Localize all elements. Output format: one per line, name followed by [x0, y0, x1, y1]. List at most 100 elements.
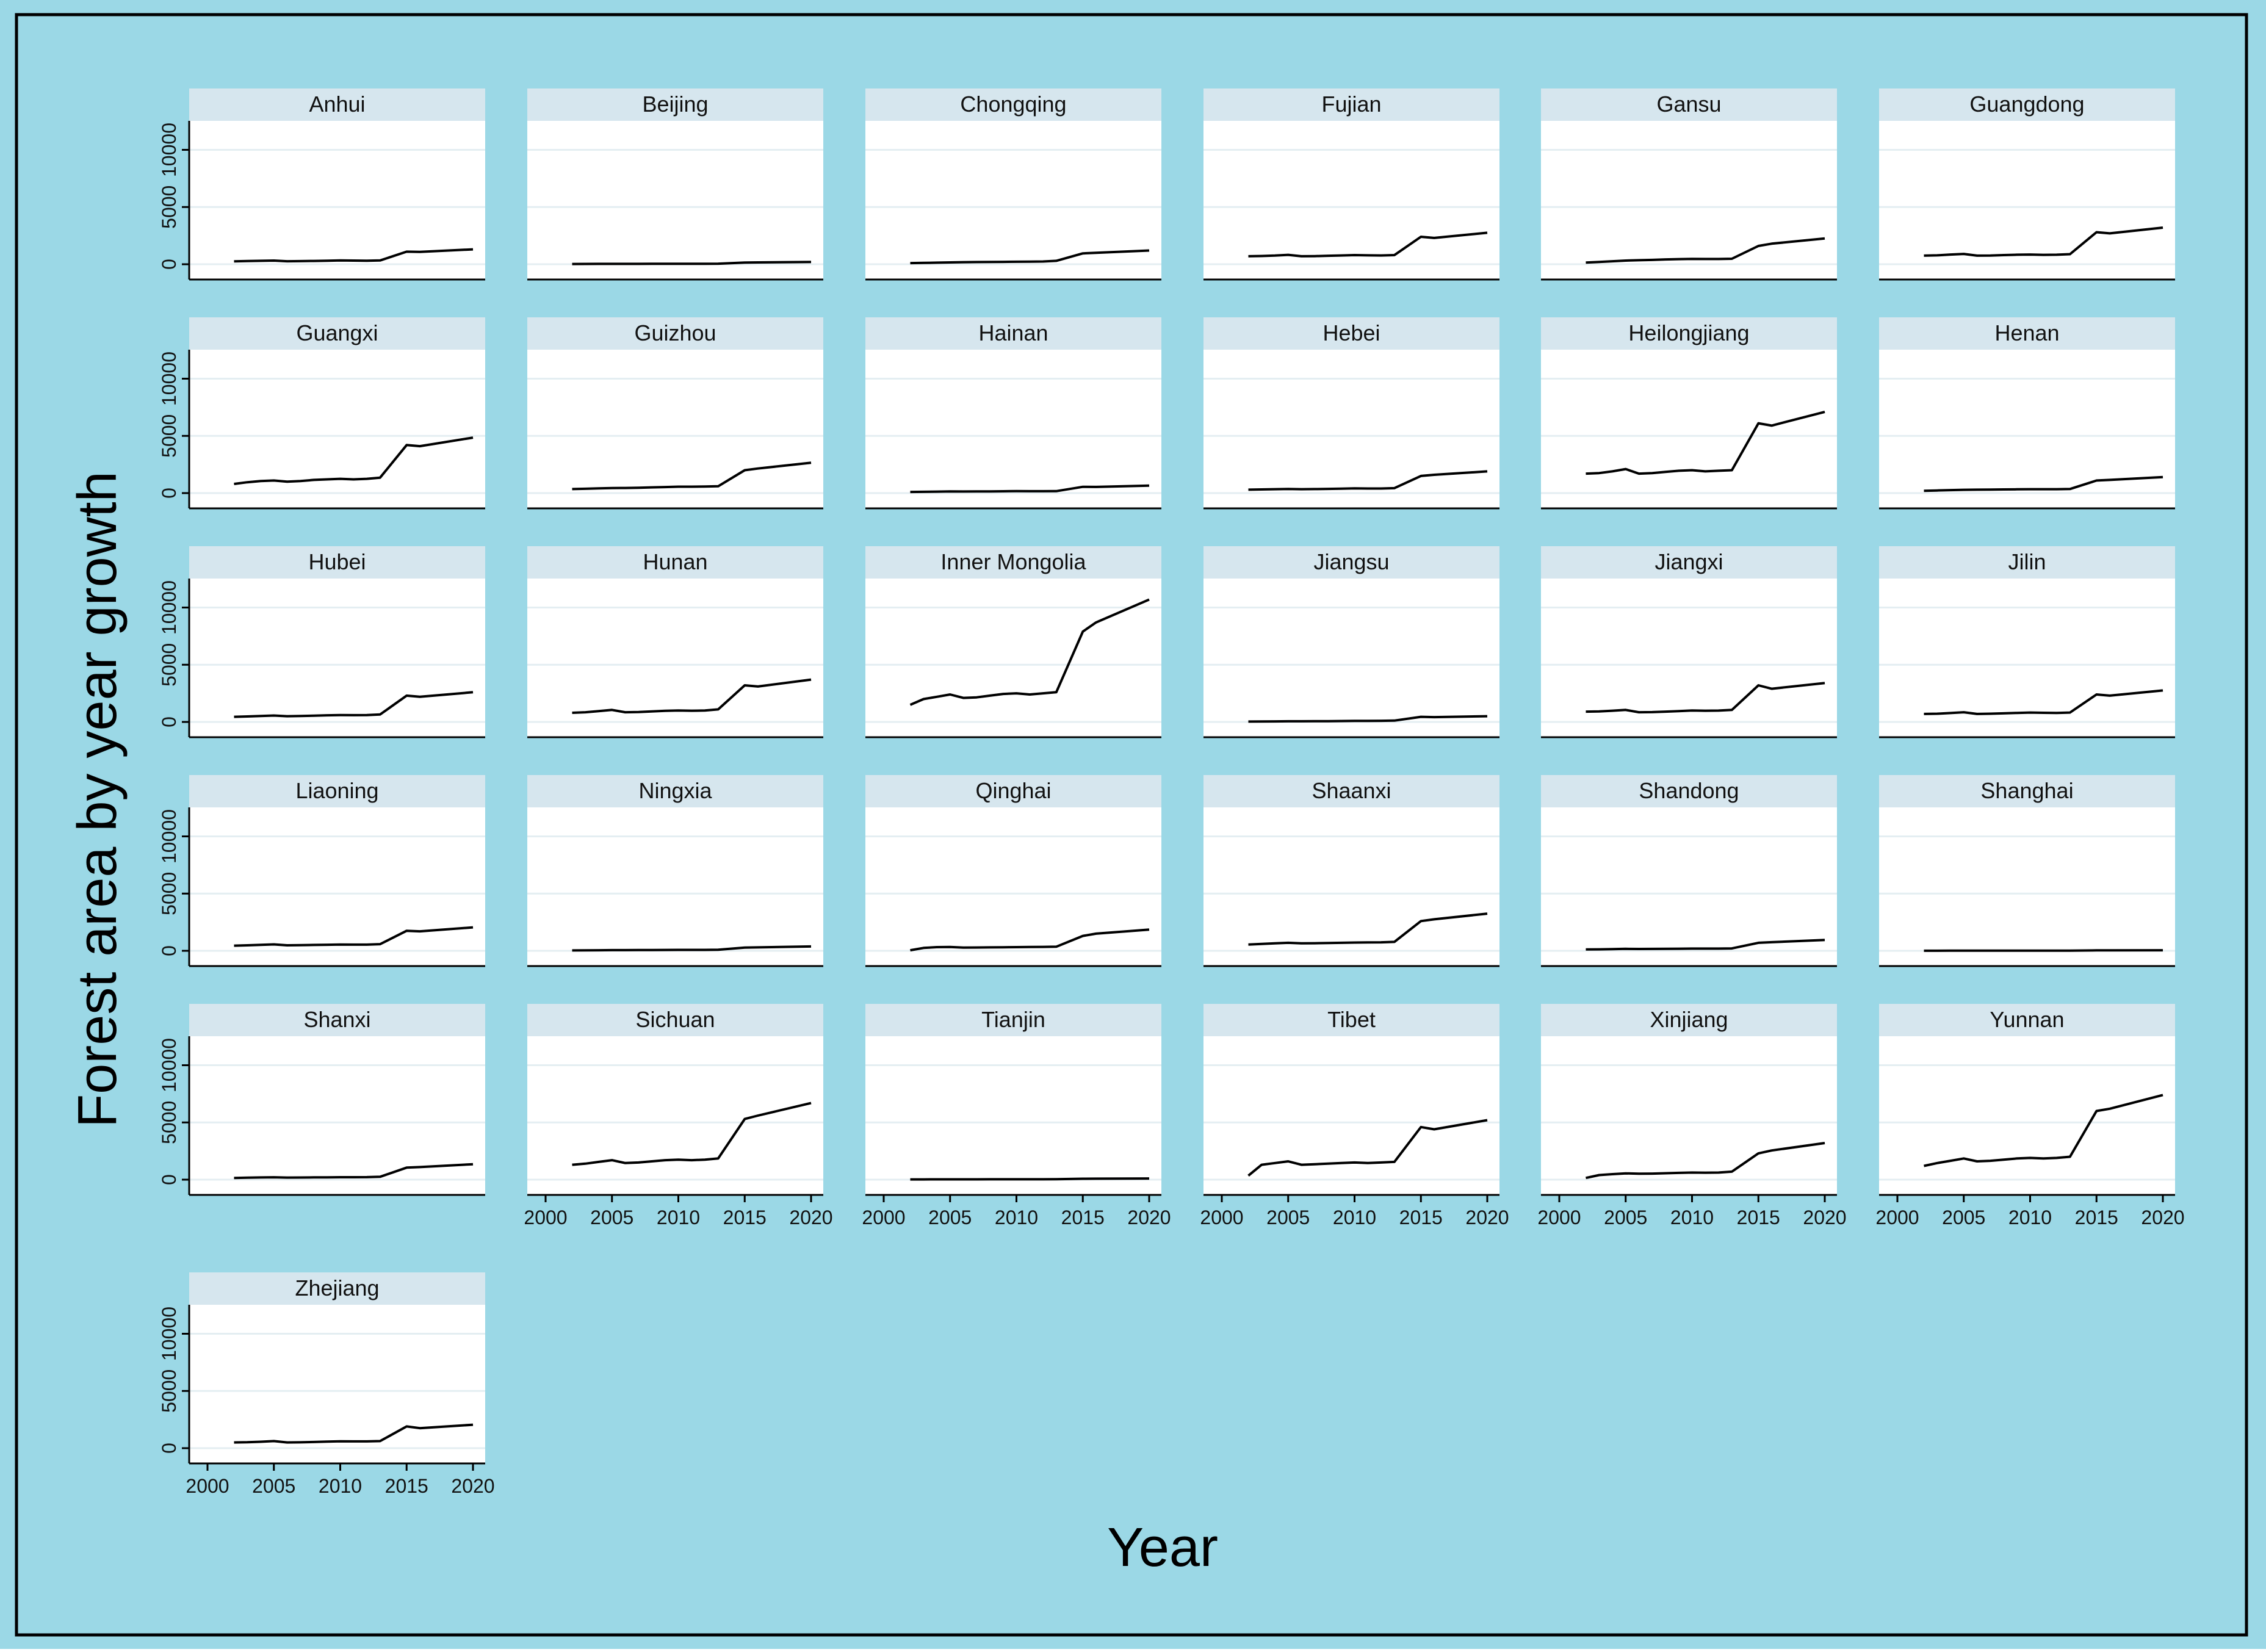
- panel-title: Tibet: [1327, 1007, 1376, 1032]
- x-tick-label: 2015: [1399, 1207, 1443, 1228]
- series-line: [1586, 939, 1825, 951]
- y-tick-label: 0: [158, 259, 180, 270]
- panel-plot-area: [1541, 579, 1837, 737]
- panel-heilongjiang: Heilongjiang: [1541, 317, 1837, 510]
- series-line: [572, 261, 812, 265]
- panel-guangxi: Guangxi 0 5000 10000: [158, 317, 485, 510]
- series-line: [1924, 226, 2163, 257]
- y-tick-label: 5000: [158, 186, 180, 229]
- panel-strip: [865, 546, 1161, 579]
- series-line: [1248, 231, 1488, 258]
- series-line: [1924, 475, 2163, 492]
- series-line: [1924, 1094, 2163, 1167]
- panel-strip: [527, 546, 823, 579]
- x-axis-label: Year: [1107, 1517, 1218, 1578]
- panel-title: Guangxi: [296, 320, 378, 345]
- y-tick-label: 5000: [158, 414, 180, 458]
- panel-title: Jilin: [2008, 549, 2046, 574]
- panel-title: Jiangsu: [1313, 549, 1389, 574]
- series-line: [572, 461, 812, 491]
- panel-title: Shaanxi: [1312, 778, 1391, 803]
- panel-yunnan: Yunnan 2000 2005 2010 2015 2020: [1875, 1004, 2185, 1228]
- panel-zhejiang: Zhejiang 0 5000 10000 2000 2005 2010 2015 2020: [158, 1272, 495, 1497]
- x-tick-label: 2010: [319, 1475, 362, 1497]
- x-tick-label: 2005: [928, 1207, 972, 1228]
- x-tick-label: 2005: [252, 1475, 295, 1497]
- panel-strip: [1541, 546, 1837, 579]
- panel-plot-area: [1541, 121, 1837, 280]
- panel-strip: [527, 1004, 823, 1036]
- series-line: [234, 248, 474, 263]
- panel-title: Ningxia: [638, 778, 712, 803]
- y-tick-label: 10000: [158, 1307, 180, 1361]
- panel-hunan: Hunan: [527, 546, 823, 738]
- series-line: [910, 928, 1150, 952]
- panel-strip: [1203, 546, 1499, 579]
- panel-henan: Henan: [1879, 317, 2175, 510]
- x-tick-label: 2015: [1737, 1207, 1780, 1228]
- panel-plot-area: [1203, 121, 1499, 280]
- panel-strip: [189, 546, 485, 579]
- panel-strip: [189, 317, 485, 350]
- panel-title: Hunan: [643, 549, 707, 574]
- series-line: [234, 1163, 474, 1180]
- panel-beijing: Beijing: [527, 88, 823, 281]
- panel-title: Heilongjiang: [1628, 320, 1749, 345]
- x-tick-label: 2000: [1537, 1207, 1581, 1228]
- series-line: [910, 249, 1150, 265]
- panel-strip: [1541, 317, 1837, 350]
- series-line: [572, 678, 812, 714]
- panel-strip: [189, 88, 485, 121]
- x-tick-label: 2000: [862, 1207, 905, 1228]
- x-tick-label: 2020: [1803, 1207, 1846, 1228]
- panel-title: Shanghai: [1980, 778, 2073, 803]
- panel-plot-area: [189, 121, 485, 280]
- panel-strip: [1541, 88, 1837, 121]
- panel-title: Guizhou: [634, 320, 716, 345]
- y-tick-label: 0: [158, 1443, 180, 1454]
- panel-liaoning: Liaoning 0 5000 10000: [158, 775, 485, 967]
- y-tick-label: 0: [158, 716, 180, 727]
- panel-title: Qinghai: [975, 778, 1051, 803]
- panel-title: Henan: [1994, 320, 2059, 345]
- panels-layer: Anhui 0 5000 10000 Beijing Chongqing Fujian Gan…: [158, 88, 2185, 1497]
- panel-chongqing: Chongqing: [865, 88, 1161, 281]
- x-tick-label: 2020: [451, 1475, 494, 1497]
- panel-strip: [865, 88, 1161, 121]
- panel-tianjin: Tianjin 2000 2005 2010 2015 2020: [862, 1004, 1171, 1228]
- panel-hainan: Hainan: [865, 317, 1161, 510]
- x-tick-label: 2020: [1465, 1207, 1509, 1228]
- panel-plot-area: [189, 579, 485, 737]
- series-line: [1586, 682, 1825, 714]
- y-tick-label: 0: [158, 945, 180, 956]
- panel-strip: [189, 775, 485, 807]
- x-tick-label: 2020: [789, 1207, 832, 1228]
- x-tick-label: 2005: [590, 1207, 633, 1228]
- panel-plot-area: [1203, 1036, 1499, 1195]
- panel-shanxi: Shanxi 0 5000 10000: [158, 1004, 485, 1196]
- panel-strip: [1203, 775, 1499, 807]
- panel-strip: [1879, 775, 2175, 807]
- panel-plot-area: [1541, 1036, 1837, 1195]
- panel-strip: [1879, 88, 2175, 121]
- series-line: [1248, 715, 1488, 723]
- panel-plot-area: [1203, 350, 1499, 508]
- panel-title: Beijing: [642, 92, 708, 117]
- series-line: [1924, 949, 2163, 952]
- panel-fujian: Fujian: [1203, 88, 1499, 281]
- panel-title: Shandong: [1639, 778, 1739, 803]
- panel-strip: [1879, 317, 2175, 350]
- x-tick-label: 2020: [1127, 1207, 1171, 1228]
- panel-plot-area: [1879, 350, 2175, 508]
- panel-xinjiang: Xinjiang 2000 2005 2010 2015 2020: [1537, 1004, 1847, 1228]
- panel-tibet: Tibet 2000 2005 2010 2015 2020: [1200, 1004, 1509, 1228]
- x-tick-label: 2020: [2141, 1207, 2184, 1228]
- y-tick-label: 10000: [158, 352, 180, 406]
- series-line: [1586, 237, 1825, 264]
- panel-plot-area: [189, 350, 485, 508]
- panel-title: Liaoning: [295, 778, 378, 803]
- x-tick-label: 2010: [1333, 1207, 1376, 1228]
- panel-sichuan: Sichuan 2000 2005 2010 2015 2020: [524, 1004, 833, 1228]
